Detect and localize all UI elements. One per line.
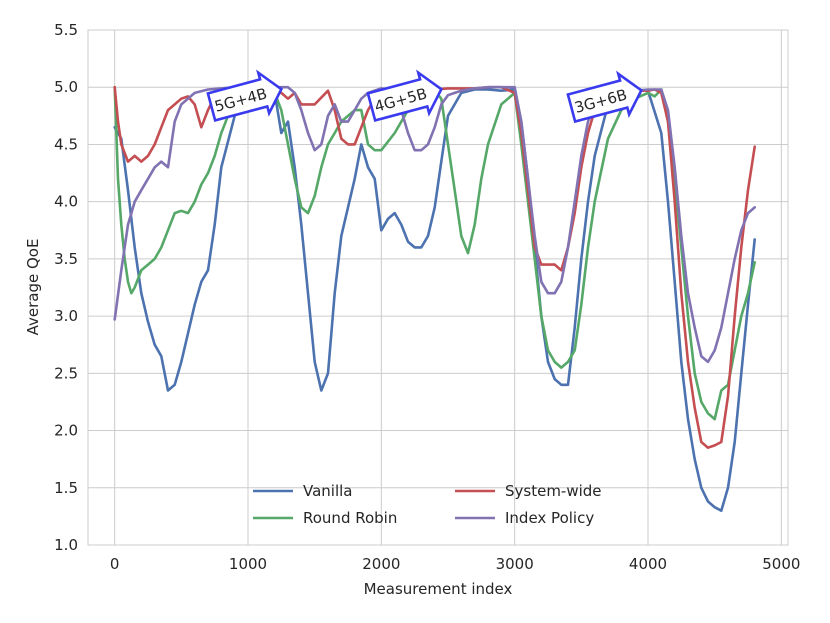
y-axis-label: Average QoE [24, 239, 42, 336]
legend-item: Index Policy [455, 509, 594, 527]
legend-item: Round Robin [253, 509, 397, 527]
y-tick-label: 4.5 [54, 135, 78, 153]
legend-label: Index Policy [505, 509, 594, 527]
annotation-arrow: 4G+5B [366, 69, 443, 123]
x-tick-label: 1000 [229, 555, 267, 573]
y-tick-label: 1.5 [54, 479, 78, 497]
y-tick-label: 5.0 [54, 78, 78, 96]
legend-label: System-wide [505, 482, 602, 500]
y-ticks: 1.0 1.5 2.0 2.5 3.0 3.5 4.0 4.5 5.0 5.5 [54, 21, 78, 554]
y-tick-label: 2.0 [54, 422, 78, 440]
x-axis-label: Measurement index [364, 580, 513, 598]
y-tick-label: 1.0 [54, 536, 78, 554]
legend: Vanilla System-wide Round Robin Index Polic… [253, 482, 602, 527]
x-tick-label: 3000 [496, 555, 534, 573]
x-tick-label: 5000 [762, 555, 800, 573]
annotation-arrow-shape [566, 70, 643, 124]
x-ticks: 0 1000 2000 3000 4000 5000 [110, 555, 801, 573]
annotation-arrow-shape [206, 69, 283, 123]
y-tick-label: 4.0 [54, 193, 78, 211]
annotation-arrow-shape [366, 69, 443, 123]
annotations: 5G+4B 4G+5B 3G+6B [206, 69, 643, 124]
plot-background [88, 30, 788, 545]
legend-label: Vanilla [303, 482, 353, 500]
y-tick-label: 3.0 [54, 307, 78, 325]
series-line-vanilla [113, 85, 757, 513]
y-tick-label: 2.5 [54, 364, 78, 382]
y-tick-label: 5.5 [54, 21, 78, 39]
legend-label: Round Robin [303, 509, 397, 527]
plot-frame [87, 29, 789, 546]
series-line-index-policy [113, 85, 757, 364]
legend-item: System-wide [455, 482, 602, 500]
legend-item: Vanilla [253, 482, 353, 500]
x-tick-label: 4000 [629, 555, 667, 573]
x-tick-label: 2000 [362, 555, 400, 573]
y-tick-label: 3.5 [54, 250, 78, 268]
x-tick-label: 0 [110, 555, 120, 573]
